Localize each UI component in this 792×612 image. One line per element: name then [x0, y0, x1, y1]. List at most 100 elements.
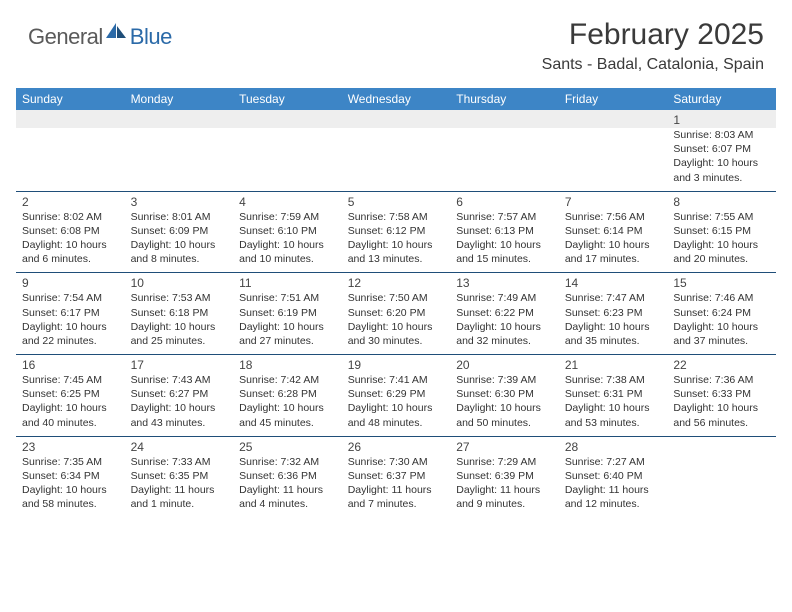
weekday-header: Saturday [667, 88, 776, 110]
day-number: 20 [456, 358, 469, 372]
day-number: 28 [565, 440, 578, 454]
day-number: 26 [348, 440, 361, 454]
weekday-header: Thursday [450, 88, 559, 110]
day-number: 15 [673, 276, 686, 290]
day-detail-cell: Sunrise: 7:55 AM Sunset: 6:15 PM Dayligh… [667, 210, 776, 273]
day-number: 10 [131, 276, 144, 290]
page-header: General Blue February 2025 Sants - Badal… [0, 0, 792, 82]
week-daynum-row: 16171819202122 [16, 355, 776, 374]
day-number-cell: 16 [16, 355, 125, 374]
weekday-header: Friday [559, 88, 668, 110]
location-subtitle: Sants - Badal, Catalonia, Spain [542, 56, 764, 74]
weekday-header: Tuesday [233, 88, 342, 110]
month-title: February 2025 [542, 18, 764, 52]
day-number-cell: 1 [667, 110, 776, 128]
day-detail-cell [667, 455, 776, 518]
day-number: 13 [456, 276, 469, 290]
day-number: 14 [565, 276, 578, 290]
day-number-cell: 25 [233, 436, 342, 455]
logo-text-blue: Blue [130, 24, 172, 50]
day-detail-cell: Sunrise: 7:32 AM Sunset: 6:36 PM Dayligh… [233, 455, 342, 518]
day-number: 18 [239, 358, 252, 372]
week-detail-row: Sunrise: 8:03 AM Sunset: 6:07 PM Dayligh… [16, 128, 776, 191]
day-number-cell: 19 [342, 355, 451, 374]
day-number-cell: 8 [667, 191, 776, 210]
day-number-cell [16, 110, 125, 128]
week-detail-row: Sunrise: 7:54 AM Sunset: 6:17 PM Dayligh… [16, 291, 776, 354]
day-number-cell: 11 [233, 273, 342, 292]
logo-text-general: General [28, 24, 103, 50]
day-number-cell: 6 [450, 191, 559, 210]
day-detail-cell: Sunrise: 7:45 AM Sunset: 6:25 PM Dayligh… [16, 373, 125, 436]
day-detail-cell [342, 128, 451, 191]
day-detail-cell: Sunrise: 7:36 AM Sunset: 6:33 PM Dayligh… [667, 373, 776, 436]
day-number: 6 [456, 195, 463, 209]
day-number-cell: 23 [16, 436, 125, 455]
day-number: 24 [131, 440, 144, 454]
week-detail-row: Sunrise: 7:35 AM Sunset: 6:34 PM Dayligh… [16, 455, 776, 518]
day-number-cell [342, 110, 451, 128]
day-detail-cell: Sunrise: 7:42 AM Sunset: 6:28 PM Dayligh… [233, 373, 342, 436]
day-number: 4 [239, 195, 246, 209]
day-number-cell: 27 [450, 436, 559, 455]
day-number: 11 [239, 276, 251, 290]
week-daynum-row: 1 [16, 110, 776, 128]
day-detail-cell: Sunrise: 7:29 AM Sunset: 6:39 PM Dayligh… [450, 455, 559, 518]
day-number: 7 [565, 195, 572, 209]
day-number-cell: 7 [559, 191, 668, 210]
day-number-cell: 9 [16, 273, 125, 292]
day-number-cell: 15 [667, 273, 776, 292]
day-number: 23 [22, 440, 35, 454]
day-detail-cell: Sunrise: 7:39 AM Sunset: 6:30 PM Dayligh… [450, 373, 559, 436]
day-detail-cell [559, 128, 668, 191]
weekday-header: Sunday [16, 88, 125, 110]
day-number-cell: 24 [125, 436, 234, 455]
day-number-cell [450, 110, 559, 128]
logo-sail-icon [106, 23, 128, 41]
day-detail-cell: Sunrise: 7:33 AM Sunset: 6:35 PM Dayligh… [125, 455, 234, 518]
weekday-header: Wednesday [342, 88, 451, 110]
day-number-cell: 2 [16, 191, 125, 210]
day-number-cell: 21 [559, 355, 668, 374]
day-number-cell [559, 110, 668, 128]
day-number: 21 [565, 358, 578, 372]
day-number-cell: 12 [342, 273, 451, 292]
day-number: 22 [673, 358, 686, 372]
day-detail-cell: Sunrise: 7:43 AM Sunset: 6:27 PM Dayligh… [125, 373, 234, 436]
day-number-cell: 20 [450, 355, 559, 374]
day-detail-cell: Sunrise: 7:38 AM Sunset: 6:31 PM Dayligh… [559, 373, 668, 436]
day-detail-cell: Sunrise: 8:01 AM Sunset: 6:09 PM Dayligh… [125, 210, 234, 273]
day-detail-cell: Sunrise: 7:46 AM Sunset: 6:24 PM Dayligh… [667, 291, 776, 354]
week-daynum-row: 9 10 11 12 13 14 15 [16, 273, 776, 292]
day-detail-cell: Sunrise: 7:51 AM Sunset: 6:19 PM Dayligh… [233, 291, 342, 354]
day-number-cell: 26 [342, 436, 451, 455]
brand-logo: General Blue [28, 18, 172, 50]
week-daynum-row: 23 24 25 26 27 28 [16, 436, 776, 455]
weekday-header: Monday [125, 88, 234, 110]
day-detail-cell: Sunrise: 8:02 AM Sunset: 6:08 PM Dayligh… [16, 210, 125, 273]
day-number-cell [667, 436, 776, 455]
day-detail-cell: Sunrise: 7:57 AM Sunset: 6:13 PM Dayligh… [450, 210, 559, 273]
title-block: February 2025 Sants - Badal, Catalonia, … [542, 18, 764, 74]
day-detail-cell: Sunrise: 7:59 AM Sunset: 6:10 PM Dayligh… [233, 210, 342, 273]
day-number-cell: 28 [559, 436, 668, 455]
day-number: 1 [673, 113, 680, 127]
day-detail-cell: Sunrise: 7:58 AM Sunset: 6:12 PM Dayligh… [342, 210, 451, 273]
day-detail-cell: Sunrise: 7:49 AM Sunset: 6:22 PM Dayligh… [450, 291, 559, 354]
day-number-cell [233, 110, 342, 128]
day-detail-cell: Sunrise: 7:27 AM Sunset: 6:40 PM Dayligh… [559, 455, 668, 518]
day-number-cell: 18 [233, 355, 342, 374]
day-detail-cell: Sunrise: 7:53 AM Sunset: 6:18 PM Dayligh… [125, 291, 234, 354]
day-number-cell: 13 [450, 273, 559, 292]
day-number: 8 [673, 195, 680, 209]
day-number: 2 [22, 195, 29, 209]
day-detail-cell [16, 128, 125, 191]
day-detail-cell [450, 128, 559, 191]
day-number-cell: 3 [125, 191, 234, 210]
day-detail-cell: Sunrise: 7:50 AM Sunset: 6:20 PM Dayligh… [342, 291, 451, 354]
day-number-cell [125, 110, 234, 128]
day-detail-cell: Sunrise: 7:35 AM Sunset: 6:34 PM Dayligh… [16, 455, 125, 518]
day-number: 27 [456, 440, 469, 454]
week-detail-row: Sunrise: 8:02 AM Sunset: 6:08 PM Dayligh… [16, 210, 776, 273]
week-daynum-row: 2345678 [16, 191, 776, 210]
